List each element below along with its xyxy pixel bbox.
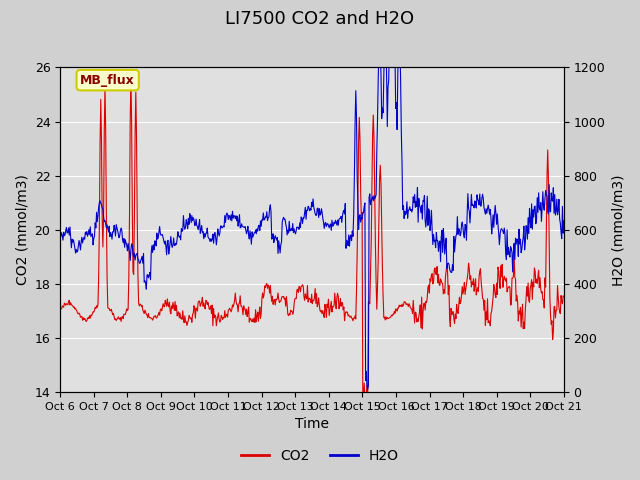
Text: MB_flux: MB_flux (80, 73, 135, 86)
Legend: CO2, H2O: CO2, H2O (236, 443, 404, 468)
X-axis label: Time: Time (295, 418, 329, 432)
Text: LI7500 CO2 and H2O: LI7500 CO2 and H2O (225, 10, 415, 28)
Y-axis label: H2O (mmol/m3): H2O (mmol/m3) (611, 174, 625, 286)
Y-axis label: CO2 (mmol/m3): CO2 (mmol/m3) (15, 174, 29, 285)
